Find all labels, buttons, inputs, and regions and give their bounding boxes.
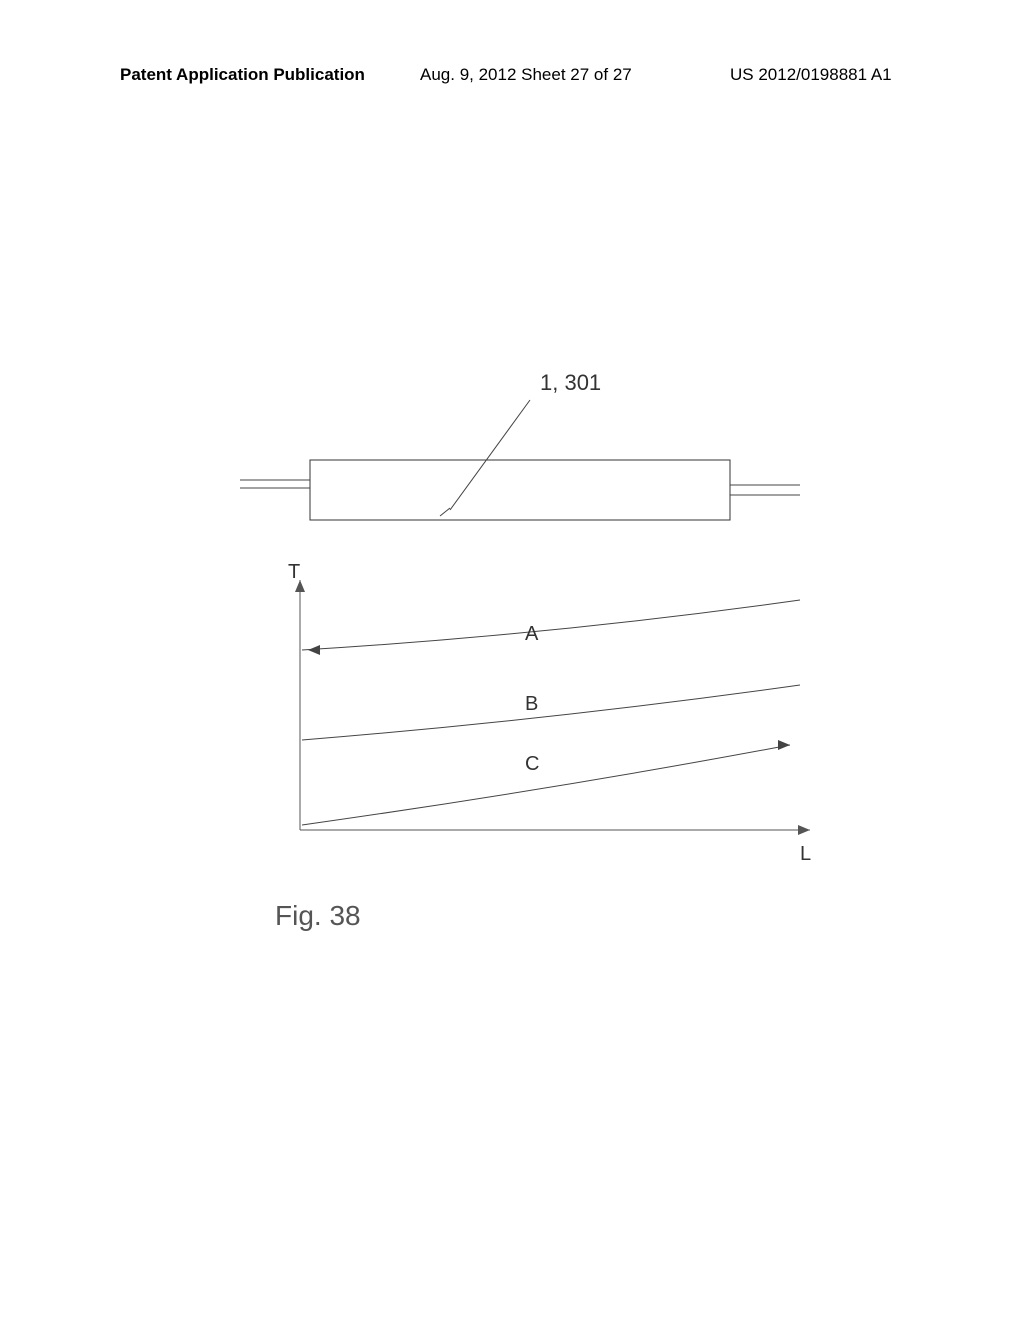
chart-diagram: T L A B C	[0, 560, 1024, 900]
svg-text:B: B	[525, 693, 538, 715]
svg-text:T: T	[288, 561, 300, 583]
svg-text:1, 301: 1, 301	[540, 370, 601, 395]
header-mid-text: Aug. 9, 2012 Sheet 27 of 27	[420, 65, 632, 85]
top-diagram-svg: 1, 301	[0, 340, 1024, 590]
chart-svg: T L A B C	[0, 560, 1024, 900]
svg-text:A: A	[525, 623, 539, 645]
svg-text:L: L	[800, 843, 811, 865]
header-right-text: US 2012/0198881 A1	[730, 65, 892, 85]
header-left-text: Patent Application Publication	[120, 65, 365, 85]
figure-label: Fig. 38	[275, 900, 361, 932]
svg-text:C: C	[525, 753, 539, 775]
top-diagram: 1, 301	[0, 340, 1024, 590]
